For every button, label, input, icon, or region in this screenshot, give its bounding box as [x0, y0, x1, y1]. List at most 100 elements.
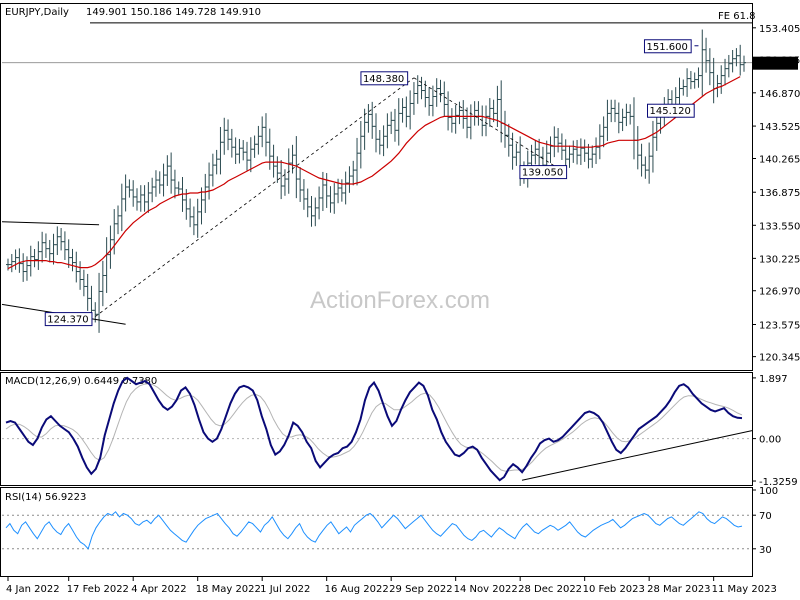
macd-y-tick-label: 0.00: [759, 435, 781, 446]
price-y-tick-label: 140.265: [759, 155, 800, 166]
price-bar: [176, 181, 181, 196]
price-bar: [328, 186, 333, 213]
price-bar: [161, 163, 166, 197]
price-bar: [613, 99, 618, 123]
price-bar: [594, 137, 599, 164]
price-bar: [442, 81, 447, 117]
price-bar: [601, 116, 606, 148]
price-bar: [305, 188, 310, 218]
price-bar: [123, 174, 128, 212]
price-bar: [199, 187, 204, 225]
price-bar: [688, 70, 693, 90]
x-tick-label: 10 Feb 2023: [583, 584, 645, 595]
macd-y-tick-label: -1.3259: [759, 477, 798, 488]
rsi-y-tick-label: 70: [759, 511, 772, 522]
price-y-tick-label: 136.875: [759, 188, 800, 199]
price-bar: [317, 186, 322, 220]
rsi-panel-frame: [0, 487, 753, 577]
price-bar: [385, 113, 390, 149]
price-panel: EURJPY,Daily 149.901 150.186 149.728 149.…: [1, 7, 800, 364]
price-bar: [506, 123, 511, 157]
macd-signal-line: [5, 383, 743, 472]
macd-panel-frame: [0, 372, 753, 486]
price-bar: [434, 78, 439, 107]
price-bar: [127, 179, 132, 198]
price-bar: [66, 239, 71, 268]
price-bar: [677, 77, 682, 109]
price-bar: [692, 72, 697, 89]
price-bar: [609, 99, 614, 123]
price-bar: [366, 104, 371, 133]
price-bar: [13, 249, 18, 270]
price-bar: [298, 167, 303, 202]
price-bar: [510, 132, 515, 170]
price-bar: [738, 44, 743, 76]
price-bar: [597, 124, 602, 160]
price-bar: [582, 139, 587, 162]
macd-macd-line: [5, 376, 743, 482]
price-bar: [533, 139, 538, 165]
price-bar: [138, 185, 143, 212]
price-bar: [351, 160, 356, 186]
price-bar: [43, 233, 48, 258]
price-bar: [446, 91, 451, 131]
watermark: ActionForex.com: [310, 287, 490, 314]
label-139050-text: 139.050: [522, 168, 563, 179]
price-bar: [723, 58, 728, 86]
price-bar: [218, 126, 223, 175]
price-bar: [70, 248, 75, 272]
macd-y-tick-label: 1.897: [759, 374, 788, 385]
price-bar: [590, 145, 595, 168]
price-bar: [214, 149, 219, 175]
price-bar: [263, 113, 268, 157]
label-148380-box: [360, 71, 409, 86]
price-bar: [624, 103, 629, 127]
price-bar: [207, 162, 212, 200]
price-bar: [142, 185, 147, 212]
label-124370-box: [44, 312, 93, 327]
price-bar: [681, 79, 686, 96]
price-bar: [324, 173, 329, 208]
price-bar: [487, 98, 492, 127]
price-bar: [62, 231, 67, 261]
price-bar: [370, 101, 375, 139]
label-145120-box: [647, 103, 695, 118]
price-bar: [389, 111, 394, 135]
price-bar: [21, 253, 26, 282]
price-bar: [191, 206, 196, 236]
price-bar: [685, 68, 690, 97]
price-bar: [153, 170, 158, 197]
x-tick-label: 18 May 2022: [196, 584, 261, 595]
price-bar: [620, 108, 625, 132]
label-148380-text: 148.380: [363, 74, 404, 85]
price-bar: [696, 67, 701, 88]
projection-line-up: [95, 77, 415, 317]
price-bar: [374, 113, 378, 153]
price-bar: [301, 179, 306, 210]
price-bar: [742, 55, 746, 72]
price-bar: [55, 226, 60, 256]
price-bar: [449, 108, 454, 133]
price-bar: [605, 99, 610, 141]
price-bar: [408, 90, 413, 130]
price-bar: [195, 198, 200, 238]
projection-line-down: [413, 77, 563, 171]
price-bar: [233, 137, 238, 164]
price-bar: [210, 153, 215, 187]
price-bar: [237, 138, 242, 164]
price-bar: [313, 197, 318, 227]
price-bar: [719, 65, 724, 94]
price-bar: [108, 225, 113, 269]
price-bar: [309, 196, 314, 227]
price-bar: [157, 171, 162, 194]
price-bar: [586, 143, 591, 169]
price-bar: [707, 48, 712, 86]
price-bar: [112, 209, 117, 255]
price-bar: [248, 137, 253, 173]
price-bar: [647, 142, 652, 184]
price-bar: [457, 101, 462, 125]
price-bar: [229, 128, 234, 158]
rsi-panel: RSI(14) 56.9223 100 70 30: [2, 486, 778, 556]
price-bar: [396, 98, 401, 146]
